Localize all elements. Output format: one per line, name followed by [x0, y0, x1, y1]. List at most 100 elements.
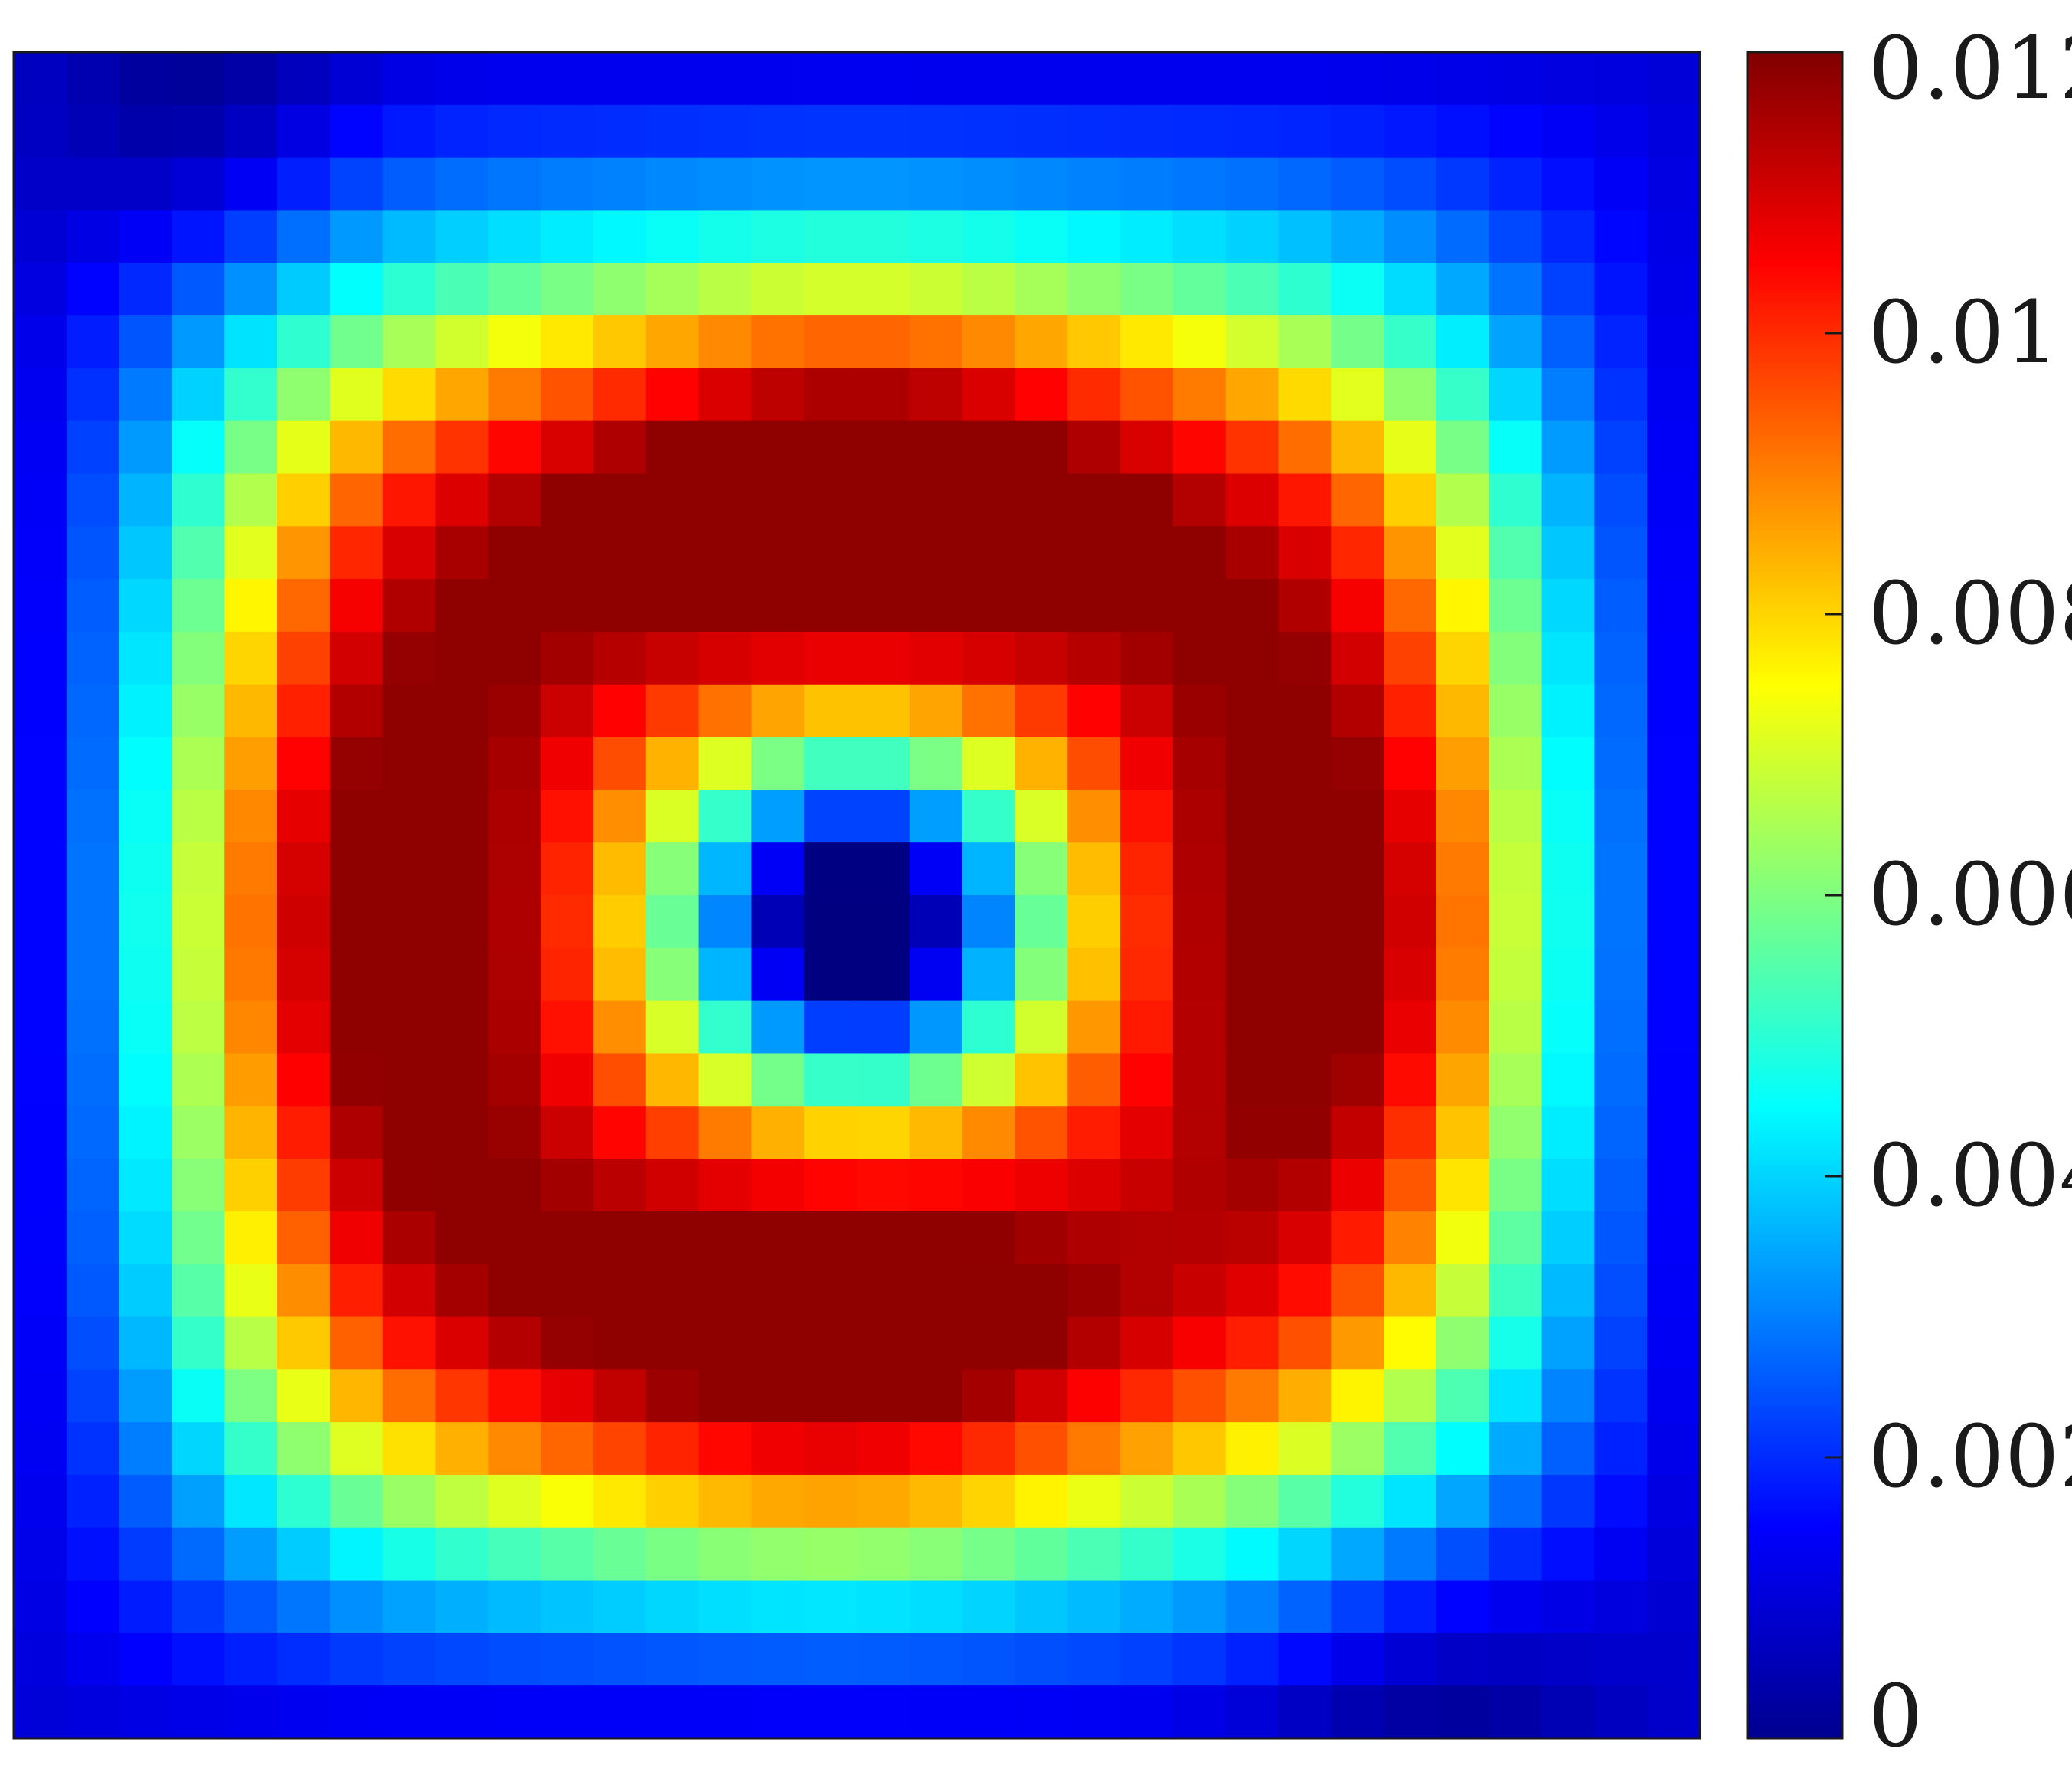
heatmap-cell	[1594, 1422, 1648, 1476]
heatmap-cell	[1384, 52, 1437, 106]
heatmap-cell	[645, 1580, 700, 1633]
heatmap-cell	[857, 368, 910, 422]
heatmap-cell	[1541, 1369, 1595, 1423]
heatmap-cell	[804, 52, 858, 106]
heatmap-cell	[1225, 368, 1279, 422]
heatmap-cell	[277, 579, 331, 633]
heatmap-cell	[329, 1685, 384, 1739]
heatmap-cell	[857, 1685, 910, 1739]
heatmap-cell	[1541, 790, 1595, 843]
heatmap-cell	[645, 895, 700, 949]
heatmap-cell	[751, 210, 805, 263]
heatmap-cell	[698, 631, 752, 685]
heatmap-cell	[1594, 473, 1648, 527]
heatmap-cell	[1278, 157, 1332, 211]
heatmap-cell	[1541, 737, 1595, 790]
heatmap-cell	[1067, 1527, 1121, 1581]
heatmap-cell	[804, 1264, 858, 1318]
heatmap-cell	[541, 263, 594, 316]
heatmap-cell	[66, 315, 120, 369]
heatmap-cell	[1384, 473, 1437, 527]
heatmap-cell	[804, 315, 858, 369]
heatmap-cell	[541, 104, 594, 159]
heatmap-cell	[329, 1000, 384, 1054]
heatmap-cell	[1436, 263, 1490, 316]
heatmap-cell	[1015, 157, 1068, 211]
heatmap-cell	[645, 1106, 700, 1159]
heatmap-cell	[329, 1106, 384, 1159]
heatmap-cell	[751, 790, 805, 843]
heatmap-cell	[751, 473, 805, 527]
heatmap-cell	[14, 1211, 67, 1265]
heatmap-cell	[645, 210, 700, 263]
heatmap-cell	[382, 210, 436, 263]
colorbar-tick-label: 0.002	[1868, 1407, 2072, 1507]
heatmap-cell	[277, 368, 331, 422]
heatmap-cell	[1594, 895, 1648, 949]
heatmap-cell	[698, 368, 752, 422]
heatmap-cell	[645, 104, 700, 159]
heatmap-cell	[1541, 1633, 1595, 1686]
heatmap-cell	[698, 315, 752, 369]
heatmap-cell	[804, 1316, 858, 1370]
heatmap-cells	[14, 52, 1701, 1739]
heatmap-cell	[1541, 368, 1595, 422]
heatmap-cell	[382, 895, 436, 949]
heatmap-cell	[172, 1053, 225, 1107]
heatmap-cell	[962, 104, 1016, 159]
heatmap-cell	[1172, 315, 1227, 369]
heatmap-cell	[224, 52, 278, 106]
heatmap-cell	[1489, 157, 1543, 211]
heatmap-cell	[1172, 420, 1227, 475]
heatmap-cell	[1541, 526, 1595, 580]
heatmap-cell	[1067, 1211, 1121, 1265]
heatmap-cell	[1278, 1053, 1332, 1107]
heatmap-cell	[119, 1369, 173, 1423]
heatmap-cell	[1384, 1580, 1437, 1633]
heatmap-cell	[1489, 1527, 1543, 1581]
heatmap-cell	[382, 420, 436, 475]
heatmap-cell	[593, 790, 647, 843]
heatmap-cell	[909, 1580, 963, 1633]
heatmap-cell	[488, 1316, 541, 1370]
heatmap-cell	[1541, 895, 1595, 949]
heatmap-cell	[1015, 263, 1068, 316]
heatmap-cell	[382, 1527, 436, 1581]
heatmap-cell	[804, 684, 858, 738]
heatmap-cell	[962, 737, 1016, 790]
plot-frame	[12, 51, 1701, 1740]
heatmap-cell	[1172, 1527, 1227, 1581]
heatmap-cell	[1278, 737, 1332, 790]
heatmap-cell	[909, 368, 963, 422]
heatmap-cell	[962, 1685, 1016, 1739]
heatmap-cell	[277, 842, 331, 896]
heatmap-cell	[541, 1211, 594, 1265]
heatmap-cell	[857, 1000, 910, 1054]
heatmap-cell	[14, 473, 67, 527]
heatmap-cell	[645, 157, 700, 211]
heatmap-cell	[751, 1685, 805, 1739]
heatmap-cell	[1067, 52, 1121, 106]
heatmap-cell	[119, 842, 173, 896]
heatmap-cell	[277, 737, 331, 790]
heatmap-cell	[1015, 579, 1068, 633]
heatmap-cell	[1647, 1316, 1701, 1370]
heatmap-cell	[1594, 1474, 1648, 1528]
heatmap-cell	[14, 1474, 67, 1528]
heatmap-cell	[857, 1474, 910, 1528]
heatmap-cell	[1541, 579, 1595, 633]
heatmap-cell	[329, 1422, 384, 1476]
heatmap-cell	[1120, 104, 1174, 159]
heatmap-cell	[857, 420, 910, 475]
heatmap-cell	[804, 737, 858, 790]
heatmap-cell	[1384, 1053, 1437, 1107]
heatmap-cell	[329, 210, 384, 263]
heatmap-cell	[1541, 1211, 1595, 1265]
heatmap-cell	[857, 315, 910, 369]
heatmap-cell	[1489, 1474, 1543, 1528]
heatmap-cell	[14, 1264, 67, 1318]
heatmap-cell	[1331, 1580, 1384, 1633]
heatmap-cell	[541, 842, 594, 896]
heatmap-cell	[645, 473, 700, 527]
heatmap-cell	[1172, 737, 1227, 790]
